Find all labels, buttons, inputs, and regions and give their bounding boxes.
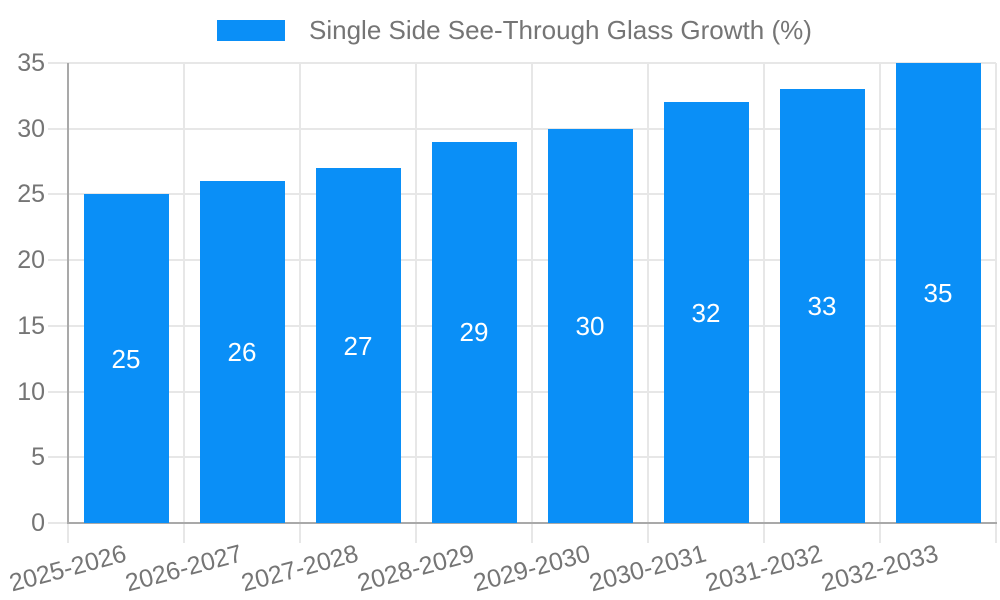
y-tick	[48, 456, 68, 459]
x-tick	[415, 523, 417, 543]
x-gridline	[995, 63, 997, 523]
y-tick	[48, 193, 68, 196]
y-tick	[48, 62, 68, 64]
bar-value-label: 27	[343, 330, 373, 361]
y-tick-label: 35	[17, 49, 45, 77]
x-tick-label: 2028-2029	[354, 539, 478, 598]
y-tick	[48, 324, 68, 327]
y-tick-label: 20	[17, 246, 45, 275]
bar-2027-2028[interactable]	[315, 168, 401, 523]
bar-value-label: 25	[111, 343, 141, 374]
x-axis-line	[67, 522, 997, 524]
x-tick-label: 2032-2033	[818, 539, 942, 598]
bar-2029-2030[interactable]	[547, 128, 633, 523]
legend-item[interactable]: Single Side See-Through Glass Growth (%)	[217, 15, 812, 45]
x-tick	[647, 523, 649, 543]
x-tick-label: 2029-2030	[470, 539, 594, 598]
x-tick	[879, 523, 881, 543]
y-tick-label: 5	[31, 443, 45, 472]
y-tick	[48, 522, 68, 524]
x-tick-label: 2027-2028	[238, 539, 362, 598]
x-tick	[531, 523, 533, 543]
legend-swatch	[217, 19, 285, 41]
x-tick-label: 2030-2031	[586, 539, 710, 598]
y-tick-label: 15	[17, 311, 45, 340]
x-gridline	[415, 63, 417, 523]
bar-value-label: 29	[459, 317, 489, 348]
x-gridline	[763, 63, 765, 523]
y-tick-label: 30	[17, 114, 45, 143]
x-gridline	[183, 63, 185, 523]
bar-value-label: 33	[807, 291, 837, 322]
y-tick	[48, 390, 68, 393]
x-tick-label: 2031-2032	[702, 539, 826, 598]
bar-value-label: 30	[575, 310, 605, 341]
bar-2025-2026[interactable]	[83, 194, 169, 523]
y-tick-label: 0	[31, 509, 45, 537]
x-tick-label: 2025-2026	[6, 539, 130, 598]
x-tick	[183, 523, 185, 543]
x-tick	[67, 523, 69, 543]
x-tick	[995, 523, 997, 543]
y-axis-line	[67, 63, 69, 523]
x-tick	[299, 523, 301, 543]
x-gridline	[299, 63, 301, 523]
legend-label: Single Side See-Through Glass Growth (%)	[309, 15, 812, 45]
bar-2028-2029[interactable]	[431, 141, 517, 523]
y-tick-label: 10	[17, 377, 45, 406]
x-gridline	[531, 63, 533, 523]
bar-value-label: 32	[691, 297, 721, 328]
y-tick	[48, 259, 68, 262]
bar-2026-2027[interactable]	[199, 181, 285, 523]
x-gridline	[879, 63, 881, 523]
x-gridline	[647, 63, 649, 523]
y-tick-label: 25	[17, 180, 45, 209]
bar-value-label: 35	[923, 278, 953, 308]
y-tick	[48, 127, 68, 130]
x-tick-label: 2026-2027	[122, 539, 246, 598]
bar-value-label: 26	[227, 337, 257, 368]
bar-2030-2031[interactable]	[663, 102, 749, 523]
x-tick	[763, 523, 765, 543]
bar-2031-2032[interactable]	[779, 89, 865, 523]
bar-2032-2033[interactable]	[895, 63, 981, 523]
